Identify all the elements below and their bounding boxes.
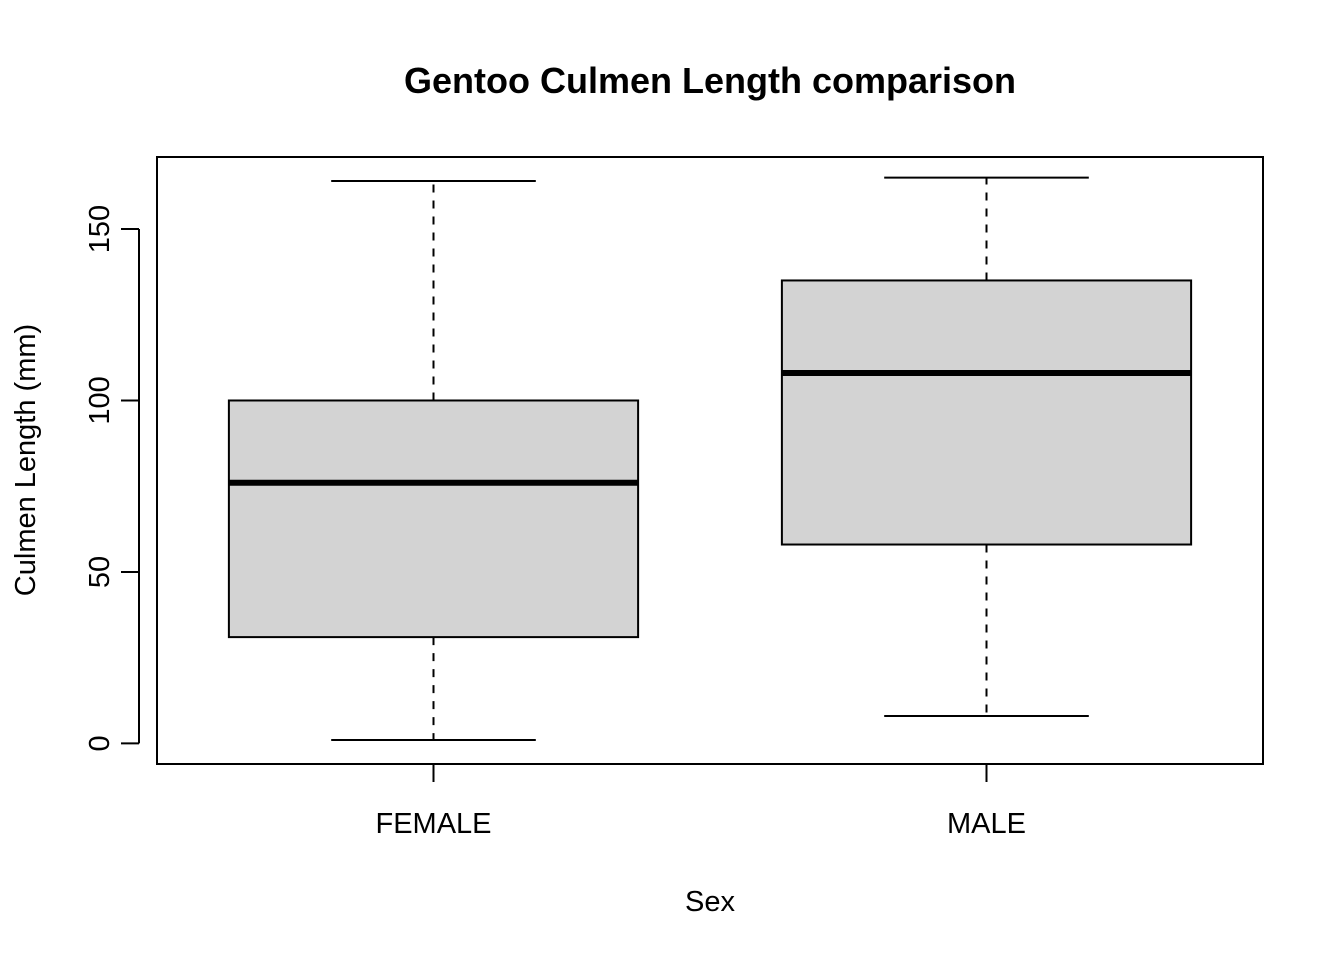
iqr-box [780,279,1193,546]
y-tick-label: 100 [84,376,116,424]
y-tick-label: 0 [84,735,116,751]
x-axis-label: Sex [685,886,735,918]
boxes-layer [227,176,1193,741]
iqr-box [227,399,640,639]
x-tick-label: MALE [947,808,1026,840]
x-axis: FEMALE MALE [375,764,1026,840]
y-axis-label: Culmen Length (mm) [10,324,42,596]
box-male [780,176,1193,717]
x-tick-label: FEMALE [375,808,491,840]
y-tick-label: 50 [84,556,116,588]
plot-frame [156,156,1264,765]
y-axis: 0 50 100 150 [84,205,140,751]
box-female [227,180,640,741]
y-tick-label: 150 [84,205,116,253]
chart-title: Gentoo Culmen Length comparison [404,60,1016,101]
